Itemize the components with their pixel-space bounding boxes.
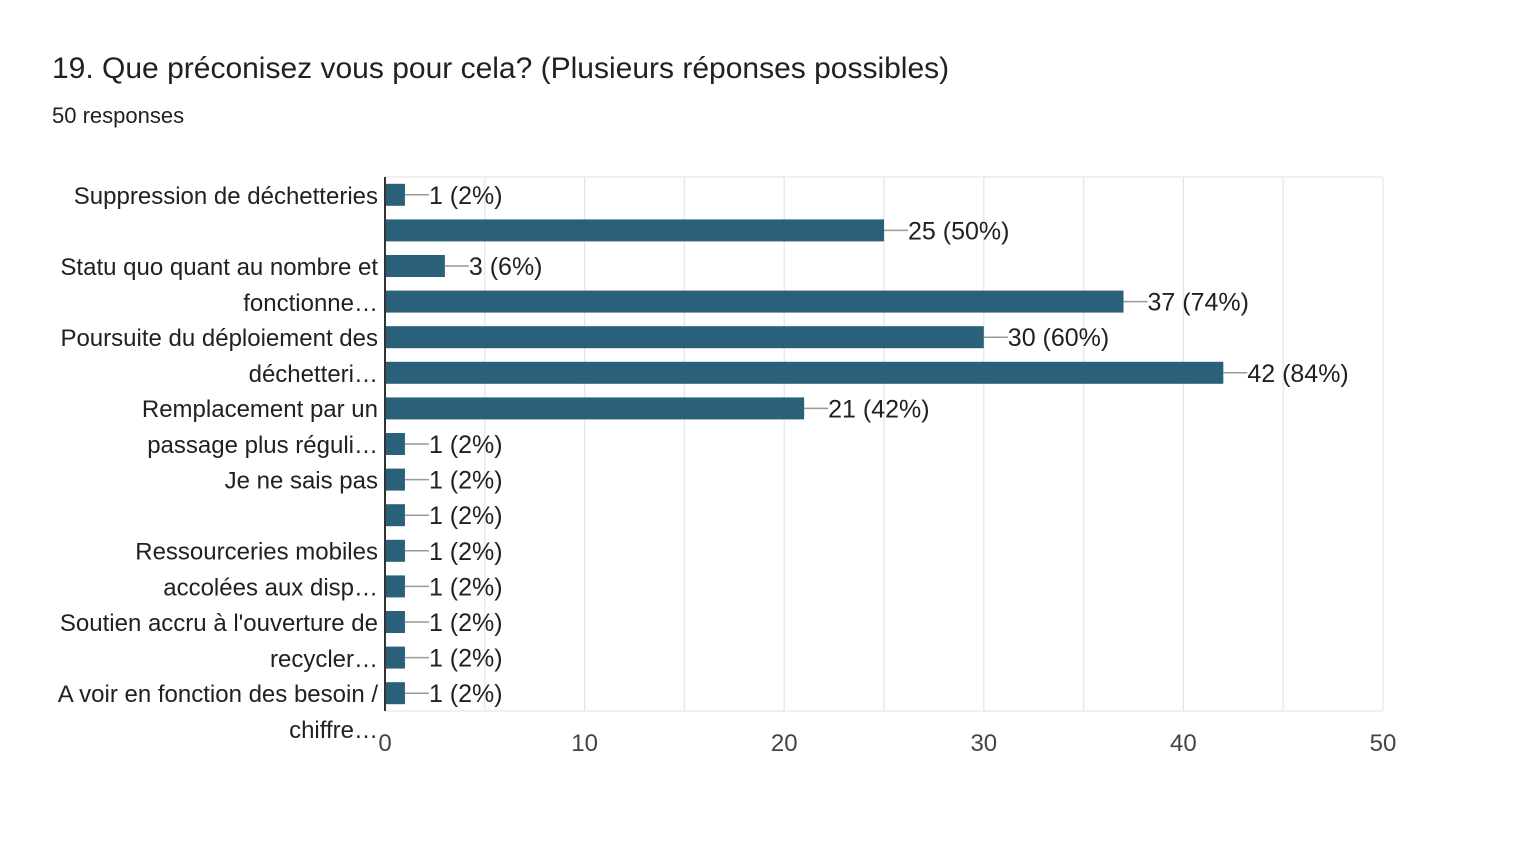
chart-title: 19. Que préconisez vous pour cela? (Plus…	[52, 52, 950, 85]
category-label: passage plus réguli…	[147, 432, 378, 459]
bar	[385, 183, 405, 206]
x-tick-label: 0	[378, 730, 391, 757]
category-label: Soutien accru à l'ouverture de	[60, 610, 378, 637]
data-label: 1 (2%)	[429, 502, 503, 530]
bar	[385, 361, 1224, 384]
response-count: 50 responses	[52, 103, 185, 128]
data-label: 25 (50%)	[908, 217, 1009, 245]
category-label: Statu quo quant au nombre et	[60, 254, 378, 281]
x-tick-label: 20	[771, 730, 798, 757]
category-label: fonctionne…	[243, 290, 378, 317]
category-label: Poursuite du déploiement des	[60, 325, 378, 352]
category-label: chiffre…	[289, 717, 378, 744]
category-label: Ressourceries mobiles	[135, 539, 378, 566]
bar	[385, 255, 445, 277]
x-tick-label: 10	[571, 730, 598, 757]
bar	[385, 326, 984, 349]
bar	[385, 290, 1124, 313]
bar	[385, 397, 805, 420]
bar	[385, 682, 405, 705]
data-label: 3 (6%)	[469, 253, 543, 281]
data-label: 1 (2%)	[429, 431, 503, 459]
category-label: recycler…	[270, 646, 378, 673]
category-label: Remplacement par un	[142, 396, 378, 423]
bar	[385, 504, 405, 527]
category-label: accolées aux disp…	[163, 575, 378, 602]
data-label: 1 (2%)	[429, 645, 503, 673]
bar	[385, 646, 405, 669]
x-tick-label: 50	[1370, 730, 1397, 757]
data-label: 1 (2%)	[429, 573, 503, 601]
data-label: 1 (2%)	[429, 467, 503, 495]
bar	[385, 575, 405, 598]
bar	[385, 611, 405, 633]
bar	[385, 468, 405, 491]
data-label: 1 (2%)	[429, 680, 503, 708]
bar	[385, 219, 884, 242]
data-label: 21 (42%)	[828, 395, 929, 423]
data-label: 1 (2%)	[429, 609, 503, 637]
category-label: Je ne sais pas	[225, 468, 378, 495]
data-label: 1 (2%)	[429, 538, 503, 566]
data-label: 37 (74%)	[1148, 289, 1249, 317]
category-label: déchetteri…	[249, 361, 378, 388]
data-label: 1 (2%)	[429, 182, 503, 210]
bar	[385, 539, 405, 562]
x-tick-label: 30	[970, 730, 997, 757]
bar	[385, 433, 405, 455]
x-tick-label: 40	[1170, 730, 1197, 757]
category-label: A voir en fonction des besoin /	[58, 681, 379, 708]
data-label: 30 (60%)	[1008, 324, 1109, 352]
category-label: Suppression de déchetteries	[74, 183, 378, 210]
data-label: 42 (84%)	[1247, 360, 1348, 388]
